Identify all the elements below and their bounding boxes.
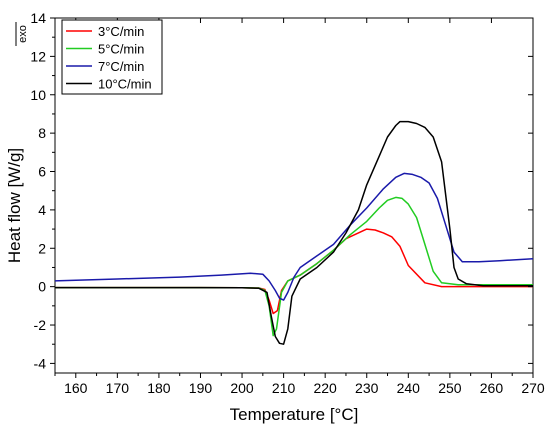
y-tick-label: 0 [38, 279, 46, 295]
legend-label: 3°C/min [98, 24, 144, 39]
x-tick-label: 230 [355, 380, 379, 396]
x-axis-title: Temperature [°C] [230, 405, 359, 424]
y-tick-label: -2 [34, 317, 47, 333]
plot-frame [54, 17, 534, 374]
y-tick-label: -4 [34, 355, 47, 371]
legend-label: 5°C/min [98, 42, 144, 57]
x-tick-label: 220 [313, 380, 337, 396]
axes-group: 160 170 180 190 200 210 220 230 240 250 260 270-4-2… [30, 10, 544, 396]
y-tick-label: 8 [38, 125, 46, 141]
exo-annotation: exo [15, 22, 29, 46]
x-tick-label: 200 [230, 380, 254, 396]
x-tick-label: 270 [521, 380, 545, 396]
legend: 3°C/min 5°C/min 7°C/min 10°C/min [61, 19, 163, 95]
series-line-2 [55, 196, 533, 337]
x-tick-label: 180 [147, 380, 171, 396]
legend-label: 7°C/min [98, 59, 144, 74]
y-tick-label: 6 [38, 164, 46, 180]
series-line-4 [55, 120, 533, 345]
y-axis-title: Heat flow [W/g] [5, 148, 24, 263]
x-tick-label: 250 [438, 380, 462, 396]
x-tick-label: 170 [106, 380, 130, 396]
series-line-1 [55, 228, 533, 315]
series-group [55, 120, 533, 345]
exo-label: exo [17, 25, 29, 43]
y-tick-label: 4 [38, 202, 46, 218]
y-tick-label: 10 [30, 87, 46, 103]
legend-box [61, 19, 163, 95]
x-tick-label: 240 [397, 380, 421, 396]
x-tick-label: 190 [189, 380, 213, 396]
y-tick-label: 2 [38, 240, 46, 256]
x-tick-label: 260 [480, 380, 504, 396]
plot-frame-group [54, 17, 534, 374]
y-tick-label: 12 [30, 48, 46, 64]
legend-label: 10°C/min [98, 77, 152, 92]
y-tick-label: 14 [30, 10, 46, 26]
x-tick-label: 210 [272, 380, 296, 396]
series-line-3 [55, 172, 533, 301]
x-tick-label: 160 [64, 380, 88, 396]
